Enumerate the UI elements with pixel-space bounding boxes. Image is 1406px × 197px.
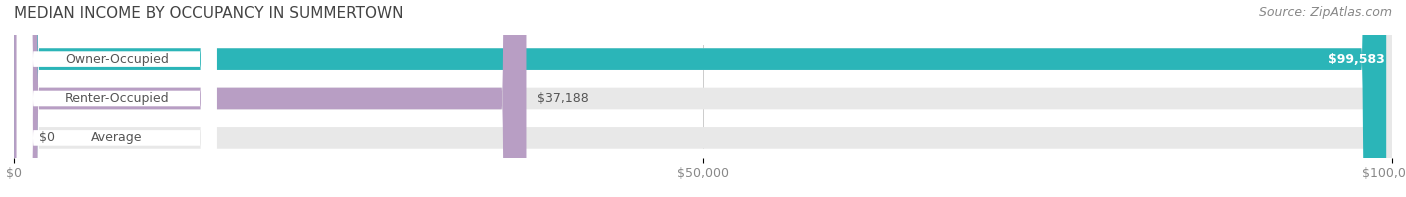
FancyBboxPatch shape (14, 0, 1386, 197)
Text: Average: Average (91, 131, 142, 144)
FancyBboxPatch shape (14, 0, 1392, 197)
FancyBboxPatch shape (17, 0, 217, 197)
FancyBboxPatch shape (14, 0, 1392, 197)
Text: $0: $0 (39, 131, 55, 144)
Text: Source: ZipAtlas.com: Source: ZipAtlas.com (1258, 6, 1392, 19)
Text: MEDIAN INCOME BY OCCUPANCY IN SUMMERTOWN: MEDIAN INCOME BY OCCUPANCY IN SUMMERTOWN (14, 6, 404, 21)
FancyBboxPatch shape (14, 0, 1392, 197)
FancyBboxPatch shape (17, 0, 217, 197)
Text: $37,188: $37,188 (537, 92, 589, 105)
Text: Renter-Occupied: Renter-Occupied (65, 92, 169, 105)
Text: Owner-Occupied: Owner-Occupied (65, 53, 169, 66)
FancyBboxPatch shape (14, 0, 526, 197)
FancyBboxPatch shape (17, 0, 217, 197)
Text: $99,583: $99,583 (1329, 53, 1385, 66)
